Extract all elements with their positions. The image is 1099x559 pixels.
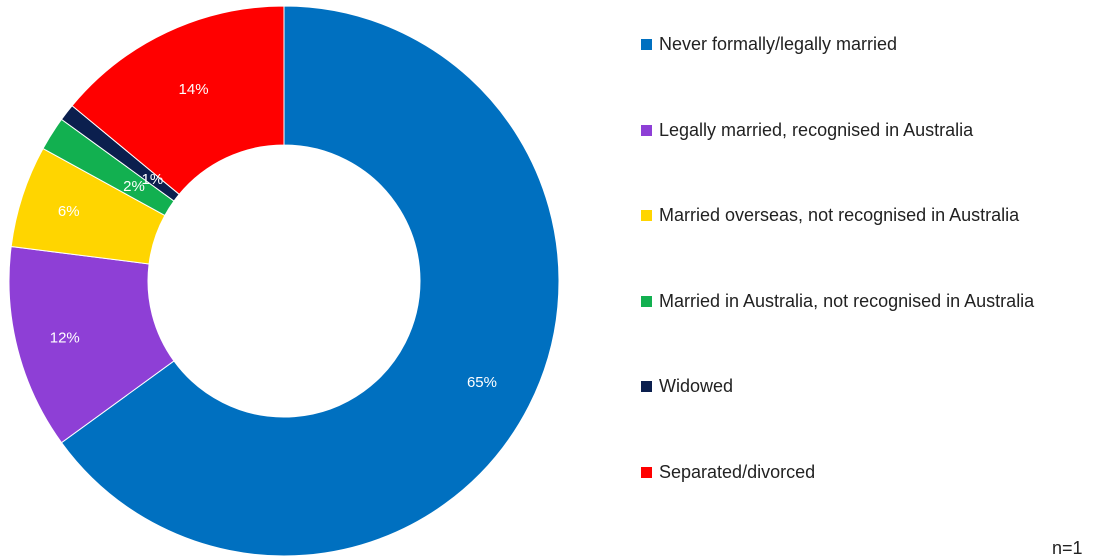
slice-label-legally-married: 12% [50,329,80,346]
legend-item-legally-married: Legally married, recognised in Australia [641,120,973,141]
slice-label-married-overseas: 6% [58,203,80,220]
legend-item-married-in-australia: Married in Australia, not recognised in … [641,291,1034,312]
legend-swatch [641,466,652,478]
donut-chart: 65% 12% 6% 2%1% 14% [8,5,560,557]
legend-item-never-married: Never formally/legally married [641,34,897,55]
slice-never-married [60,5,560,557]
chart-legend: Never formally/legally married Legally ma… [641,0,1096,558]
slice-label-separated-divorced: 14% [179,81,209,98]
legend-label: Married in Australia, not recognised in … [659,290,1035,311]
sample-size-note: n=1 [1052,538,1083,558]
legend-item-married-overseas: Married overseas, not recognised in Aust… [641,205,1019,226]
legend-swatch [641,295,652,307]
legend-item-widowed: Widowed [641,376,733,397]
slice-label-never-married: 65% [467,374,497,391]
slice-separated-divorced [71,5,285,196]
legend-swatch [641,124,652,136]
legend-label: Separated/divorced [659,461,816,482]
legend-label: Married overseas, not recognised in Aust… [659,205,1020,225]
slice-label-widowed: 1% [142,171,164,188]
slice-legally-married [8,245,175,444]
legend-label: Never formally/legally married [659,34,898,54]
slice-labels: 65% 12% 6% 2%1% 14% [50,81,497,391]
legend-item-separated-divorced: Separated/divorced [641,462,815,483]
legend-label: Legally married, recognised in Australia [659,119,974,140]
slice-label-married-in-australia: 2% [123,178,145,195]
legend-swatch [641,210,652,221]
legend-label: Widowed [659,376,734,396]
legend-swatch [641,39,652,50]
legend-swatch [641,381,652,392]
donut-slices [8,5,560,557]
